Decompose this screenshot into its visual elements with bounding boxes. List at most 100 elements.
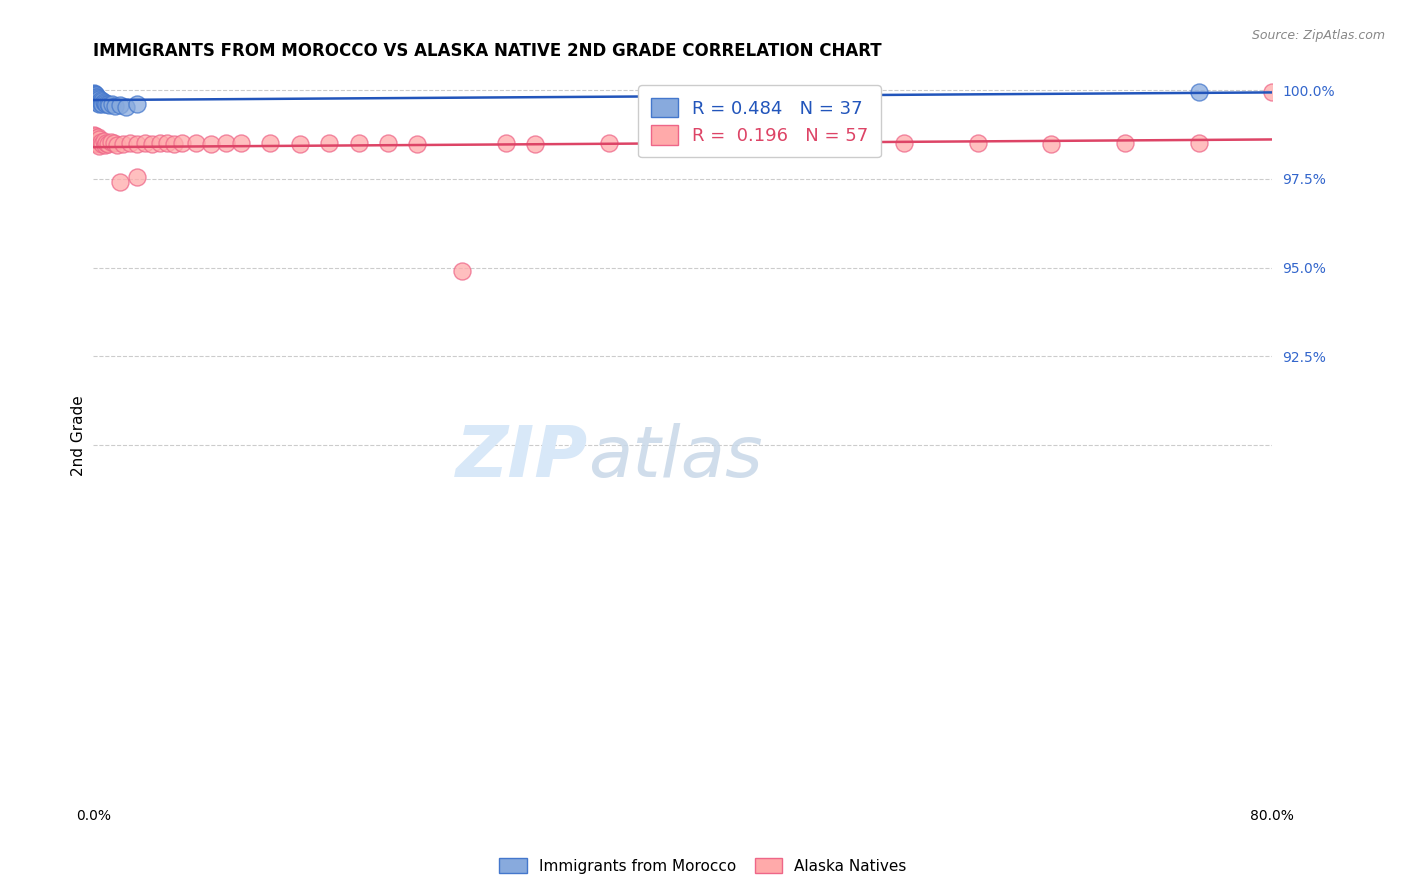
Point (87, 92, 110, 106)
Point (96, 97, 118, 112)
Point (103, 136, 125, 151)
Point (790, 136, 813, 151)
Point (83, 88, 105, 103)
Point (127, 170, 149, 185)
Point (848, 136, 870, 151)
Point (84, 131, 107, 145)
Point (1188, 85, 1211, 99)
Point (98, 98, 121, 112)
Point (83, 128, 105, 142)
Point (141, 137, 163, 152)
Point (83, 129, 105, 144)
Point (97, 137, 120, 152)
Point (598, 136, 620, 150)
Point (91, 96, 114, 111)
Point (818, 137, 841, 152)
Point (966, 136, 988, 151)
Point (524, 137, 547, 152)
Point (108, 175, 131, 189)
Text: atlas: atlas (589, 424, 763, 492)
Point (84, 136, 107, 151)
Point (86, 93, 108, 107)
Point (702, 136, 724, 151)
Point (101, 97, 124, 112)
Point (91, 137, 114, 152)
Point (87, 97, 110, 112)
Point (134, 136, 156, 151)
Point (86, 91, 108, 105)
Point (86, 90, 108, 104)
Point (83, 135, 105, 149)
Text: Source: ZipAtlas.com: Source: ZipAtlas.com (1251, 29, 1385, 42)
Point (84, 92, 107, 106)
Point (111, 137, 134, 152)
Point (105, 138, 128, 153)
Point (1114, 136, 1136, 151)
Point (347, 136, 370, 150)
Point (91, 94, 114, 108)
Point (87, 95, 110, 109)
Point (84, 94, 107, 108)
Point (745, 136, 768, 150)
Point (186, 136, 208, 151)
Point (1261, 85, 1284, 99)
Point (163, 137, 186, 152)
Point (1040, 137, 1063, 152)
Point (83, 89, 105, 103)
Point (84, 89, 107, 103)
Point (83, 87, 105, 101)
Point (104, 99, 127, 113)
Point (127, 137, 149, 152)
Point (83, 87, 105, 102)
Point (318, 136, 340, 151)
Point (100, 135, 122, 149)
Point (215, 136, 238, 151)
Point (495, 136, 517, 151)
Point (83, 86, 105, 100)
Point (96, 136, 118, 150)
Point (94, 138, 117, 153)
Point (90, 95, 112, 110)
Point (893, 136, 915, 150)
Point (86, 130, 108, 145)
Point (229, 136, 252, 150)
Point (87, 139, 110, 153)
Point (83, 90, 105, 104)
Point (93, 134, 115, 148)
Point (643, 136, 665, 151)
Point (84, 90, 107, 104)
Point (259, 136, 281, 151)
Point (127, 97, 149, 112)
Point (84, 88, 107, 103)
Point (93, 95, 115, 109)
Point (200, 137, 222, 152)
Point (90, 93, 112, 107)
Point (87, 132, 110, 146)
Point (83, 88, 105, 103)
Point (156, 136, 179, 151)
Point (1188, 136, 1211, 150)
Point (114, 100, 136, 114)
Point (97, 96, 120, 111)
Point (377, 136, 399, 151)
Point (83, 133, 105, 147)
Point (406, 137, 429, 152)
Text: ZIP: ZIP (456, 424, 589, 492)
Y-axis label: 2nd Grade: 2nd Grade (72, 396, 86, 476)
Point (86, 95, 108, 110)
Point (108, 98, 131, 112)
Legend: Immigrants from Morocco, Alaska Natives: Immigrants from Morocco, Alaska Natives (494, 852, 912, 880)
Point (148, 136, 170, 150)
Point (83, 92, 105, 106)
Point (118, 136, 141, 150)
Point (170, 136, 193, 150)
Point (86, 137, 108, 152)
Point (94, 95, 117, 110)
Point (450, 264, 472, 278)
Point (672, 137, 695, 152)
Point (90, 135, 112, 149)
Point (83, 87, 105, 102)
Point (84, 91, 107, 105)
Point (288, 137, 311, 152)
Legend: R = 0.484   N = 37, R =  0.196   N = 57: R = 0.484 N = 37, R = 0.196 N = 57 (638, 85, 882, 157)
